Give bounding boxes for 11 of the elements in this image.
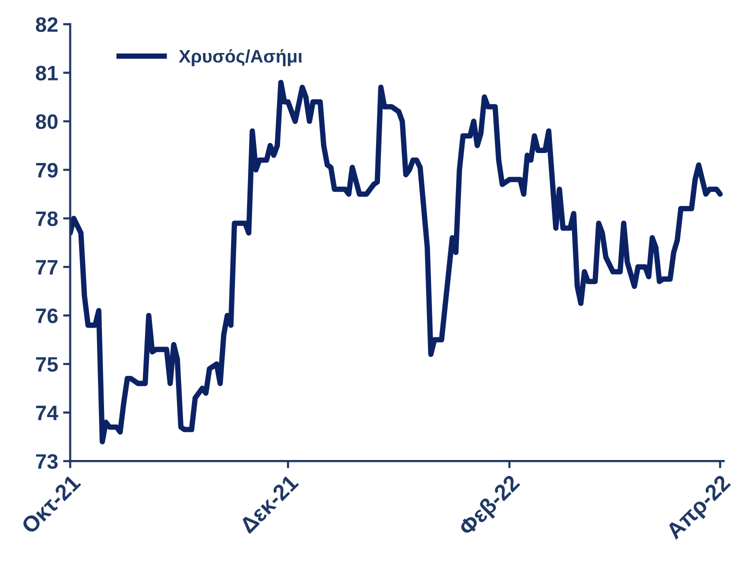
- y-tick-label: 77: [36, 260, 58, 274]
- y-tick-label: 82: [36, 17, 58, 32]
- y-tick-label: 73: [36, 454, 58, 469]
- y-tick-label: 78: [36, 211, 58, 226]
- y-tick-label: 75: [36, 357, 58, 372]
- y-tick-label: 80: [36, 114, 58, 130]
- y-tick-label: 79: [36, 162, 58, 178]
- y-tick-label: 76: [36, 308, 58, 324]
- y-tick-label: 74: [36, 406, 58, 420]
- y-tick-label: 81: [36, 66, 58, 81]
- legend-label: Χρυσός/Ασήμι: [178, 49, 302, 66]
